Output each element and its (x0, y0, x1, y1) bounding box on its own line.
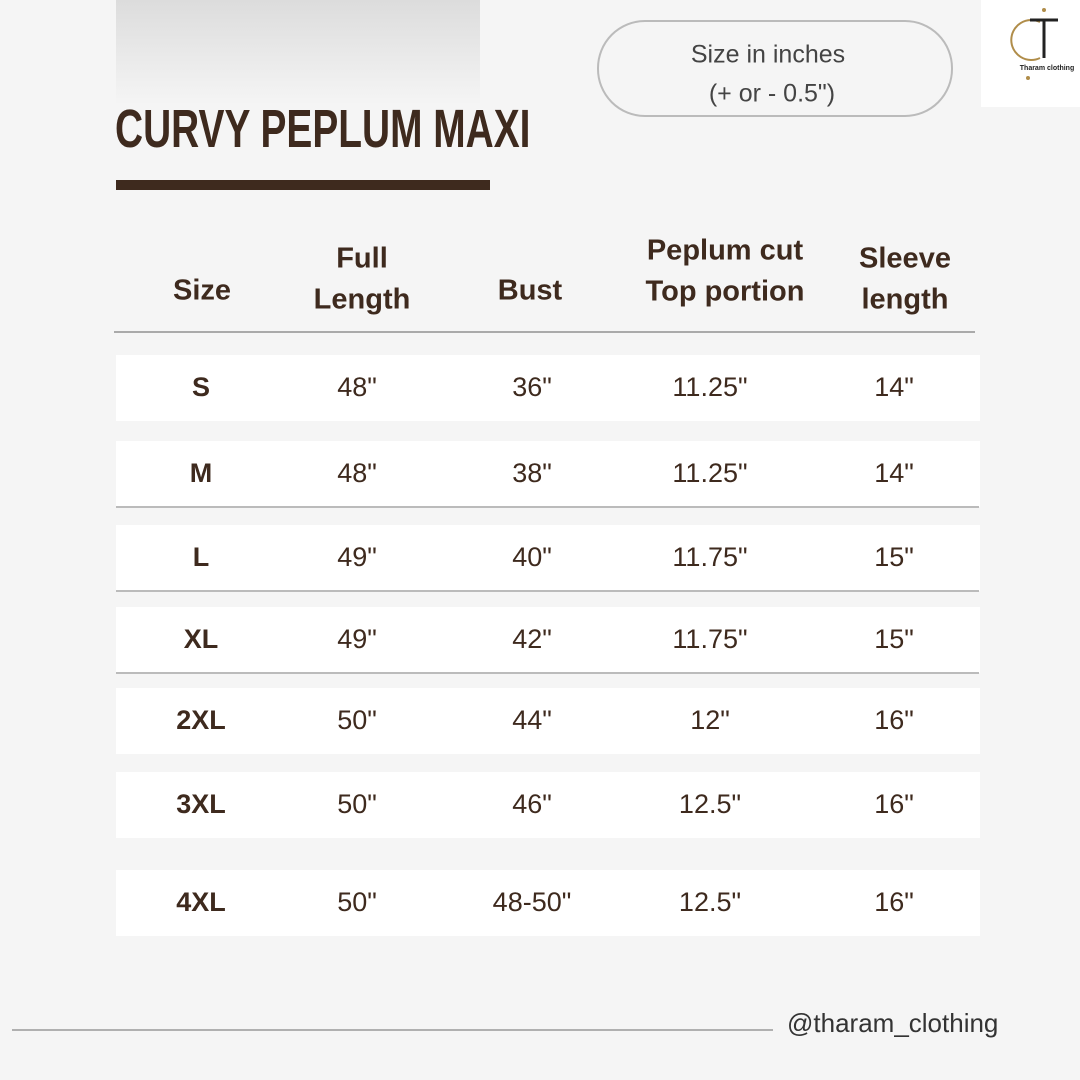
size-label: L (193, 542, 210, 572)
column-header: Full (336, 243, 388, 275)
size-label: M (190, 458, 213, 488)
column-header: length (862, 284, 949, 316)
size-label: 2XL (176, 705, 226, 735)
cell: 15" (874, 624, 914, 654)
cell: 16" (874, 789, 914, 819)
cell: 12.5" (679, 887, 741, 917)
size-label: S (192, 372, 210, 402)
cell: 48-50" (493, 887, 572, 917)
header-shade (116, 0, 480, 105)
note-pill (597, 20, 953, 117)
cell: 44" (512, 705, 552, 735)
row-background (116, 355, 980, 421)
cell: 49" (337, 624, 377, 654)
cell: 36" (512, 372, 552, 402)
cell: 50" (337, 887, 377, 917)
cell: 38" (512, 458, 552, 488)
title-underline (116, 180, 490, 190)
cell: 11.25" (672, 372, 747, 402)
handle: @tharam_clothing (787, 1008, 998, 1038)
logo-box (981, 0, 1080, 107)
column-header: Bust (498, 275, 563, 307)
column-header: Size (173, 275, 231, 307)
cell: 12.5" (679, 789, 741, 819)
row-background (116, 870, 980, 936)
column-header: Top portion (646, 276, 805, 308)
logo-mark (1010, 8, 1058, 80)
column-header: Length (314, 284, 411, 316)
column-header: Peplum cut (647, 235, 804, 267)
cell: 11.75" (672, 542, 747, 572)
size-label: XL (184, 624, 219, 654)
cell: 46" (512, 789, 552, 819)
row-background (116, 772, 980, 838)
cell: 14" (874, 458, 914, 488)
cell: 48" (337, 372, 377, 402)
cell: 11.75" (672, 624, 747, 654)
row-background (116, 525, 980, 591)
cell: 48" (337, 458, 377, 488)
note-line: (+ or - 0.5") (709, 80, 835, 108)
row-background (116, 441, 980, 507)
row-background (116, 607, 980, 673)
cell: 11.25" (672, 458, 747, 488)
cell: 49" (337, 542, 377, 572)
cell: 14" (874, 372, 914, 402)
cell: 50" (337, 789, 377, 819)
note-line: Size in inches (691, 41, 845, 69)
row-background (116, 688, 980, 754)
cell: 15" (874, 542, 914, 572)
cell: 42" (512, 624, 552, 654)
size-label: 3XL (176, 789, 226, 819)
size-label: 4XL (176, 887, 226, 917)
cell: 16" (874, 887, 914, 917)
table: Size Full Length Bust Peplum cut Top portion S… (116, 235, 980, 936)
cell: 50" (337, 705, 377, 735)
column-header: Sleeve (859, 243, 951, 275)
brand: Tharam clothing (1020, 65, 1074, 72)
cell: 12" (690, 705, 730, 735)
cell: 16" (874, 705, 914, 735)
cell: 40" (512, 542, 552, 572)
title: CURVY PEPLUM MAXI (115, 98, 530, 159)
